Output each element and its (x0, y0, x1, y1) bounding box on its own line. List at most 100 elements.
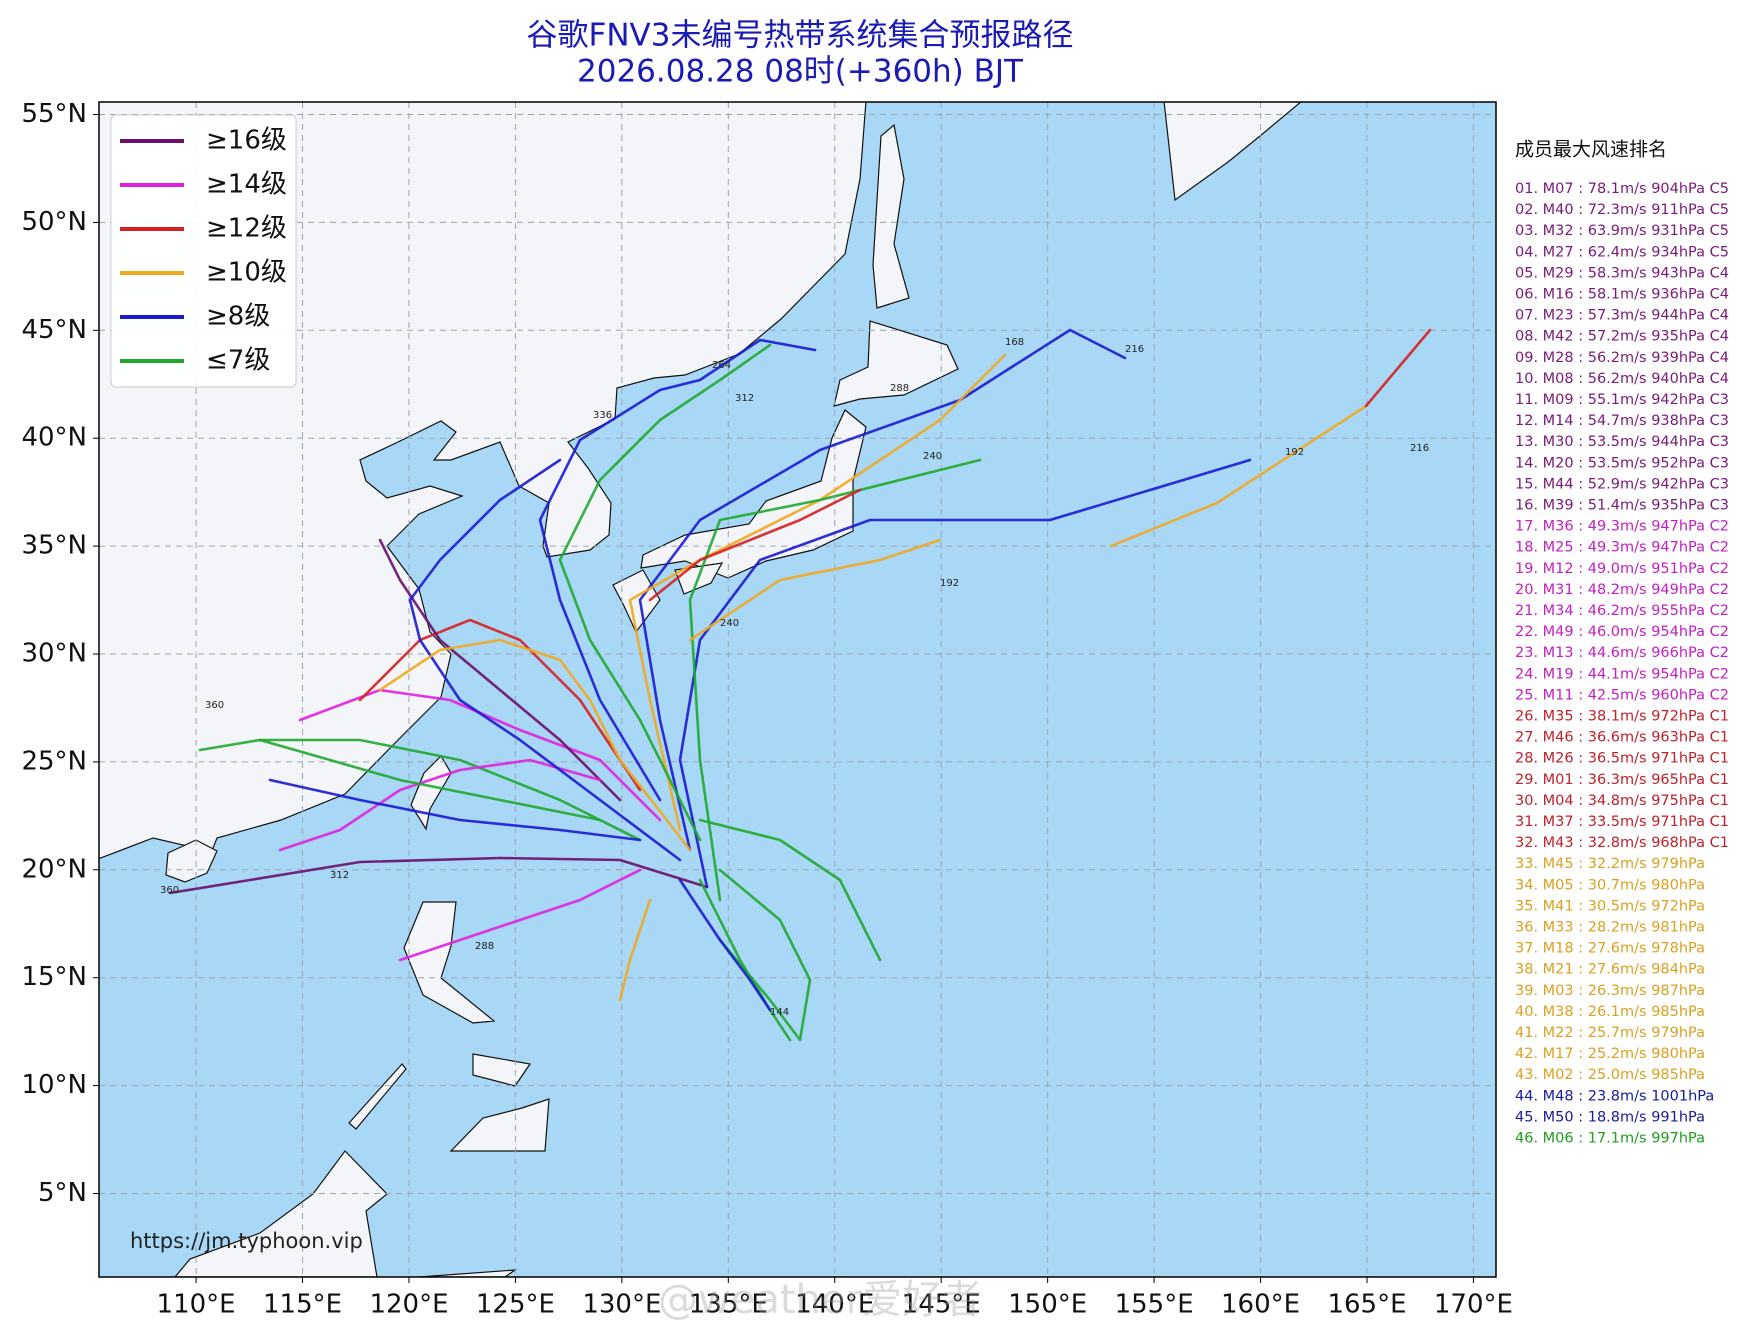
ranking-item: 04. M27 : 62.4m/s 934hPa C5 (1515, 244, 1729, 260)
track (678, 878, 772, 1012)
ranking-item: 43. M02 : 25.0m/s 985hPa (1515, 1067, 1705, 1083)
ranking-item: 34. M05 : 30.7m/s 980hPa (1515, 877, 1705, 893)
ranking-item: 20. M31 : 48.2m/s 949hPa C2 (1515, 582, 1729, 598)
track-label: 360 (205, 700, 224, 711)
track-label: 288 (890, 383, 909, 394)
ranking-item: 10. M08 : 56.2m/s 940hPa C4 (1515, 371, 1729, 387)
legend-label: ≥12级 (206, 214, 287, 244)
y-tick-label: 10°N (21, 1070, 87, 1100)
x-tick-label: 135°E (689, 1290, 768, 1320)
ranking-item: 24. M19 : 44.1m/s 954hPa C2 (1515, 666, 1729, 682)
palawan (348, 1063, 407, 1130)
ranking-item: 27. M46 : 36.6m/s 963hPa C1 (1515, 730, 1729, 746)
watermark: @weather爱好者 (658, 1277, 982, 1323)
legend-label: ≤7级 (206, 346, 270, 376)
track-label: 216 (1125, 344, 1144, 355)
sulawesi (418, 1269, 518, 1277)
track-label: 192 (1285, 447, 1304, 458)
track-label: 336 (593, 410, 612, 421)
track-label: 216 (1410, 443, 1429, 454)
y-tick-label: 50°N (21, 207, 87, 237)
y-tick-label: 25°N (21, 746, 87, 776)
x-tick-label: 110°E (157, 1290, 236, 1320)
subtitle: 2026.08.28 08时(+360h) BJT (577, 54, 1024, 90)
x-tick-label: 140°E (795, 1290, 874, 1320)
y-tick-label: 40°N (21, 423, 87, 453)
sakhalin (872, 123, 910, 309)
y-tick-label: 15°N (21, 962, 87, 992)
ranking-item: 26. M35 : 38.1m/s 972hPa C1 (1515, 709, 1729, 725)
track (538, 338, 817, 802)
track (1364, 328, 1432, 408)
track-label: 240 (720, 618, 739, 629)
ranking-item: 46. M06 : 17.1m/s 997hPa (1515, 1131, 1705, 1147)
ranking-item: 35. M41 : 30.5m/s 972hPa (1515, 898, 1705, 914)
track (698, 818, 882, 962)
map-frame (98, 101, 1497, 1278)
ranking-item: 08. M42 : 57.2m/s 935hPa C4 (1515, 329, 1729, 345)
tracks (168, 328, 1432, 1042)
ranking-item: 09. M28 : 56.2m/s 939hPa C4 (1515, 350, 1729, 366)
track (278, 758, 602, 852)
x-tick-label: 115°E (263, 1290, 342, 1320)
ranking-item: 19. M12 : 49.0m/s 951hPa C2 (1515, 561, 1729, 577)
ranking-item: 37. M18 : 27.6m/s 978hPa (1515, 941, 1705, 957)
track (378, 538, 622, 802)
track (688, 538, 942, 642)
ranking-item: 25. M11 : 42.5m/s 960hPa C2 (1515, 687, 1729, 703)
ranking-item: 22. M49 : 46.0m/s 954hPa C2 (1515, 624, 1729, 640)
track (168, 856, 709, 895)
x-tick-label: 150°E (1008, 1290, 1087, 1320)
ranking-item: 01. M07 : 78.1m/s 904hPa C5 (1515, 181, 1729, 197)
y-tick-label: 20°N (21, 854, 87, 884)
legend: ≥16级 ≥14级 ≥12级 ≥10级 ≥8级 ≤7级 (110, 114, 297, 388)
ranking-item: 38. M21 : 27.6m/s 984hPa (1515, 962, 1705, 978)
legend-label: ≥8级 (206, 302, 270, 332)
ranking-item: 29. M01 : 36.3m/s 965hPa C1 (1515, 772, 1729, 788)
x-tick-label: 170°E (1434, 1290, 1513, 1320)
track-label: 264 (712, 360, 731, 371)
track (398, 868, 642, 962)
ranking-item: 13. M30 : 53.5m/s 944hPa C3 (1515, 434, 1729, 450)
ranking-item: 42. M17 : 25.2m/s 980hPa (1515, 1046, 1705, 1062)
mindanao (449, 1098, 550, 1152)
ranking-item: 33. M45 : 32.2m/s 979hPa (1515, 856, 1705, 872)
ranking-item: 30. M04 : 34.8m/s 975hPa C1 (1515, 793, 1729, 809)
x-tick-label: 155°E (1115, 1290, 1194, 1320)
ranking-item: 41. M22 : 25.7m/s 979hPa (1515, 1025, 1705, 1041)
track (618, 898, 652, 1002)
track-label: 168 (1005, 337, 1024, 348)
track (358, 618, 642, 792)
ranking-item: 36. M33 : 28.2m/s 981hPa (1515, 920, 1705, 936)
ranking-item: 45. M50 : 18.8m/s 991hPa (1515, 1109, 1705, 1125)
track (198, 738, 642, 842)
ranking-item: 17. M36 : 49.3m/s 947hPa C2 (1515, 519, 1729, 535)
ranking-item: 16. M39 : 51.4m/s 935hPa C3 (1515, 498, 1729, 514)
ranking-item: 06. M16 : 58.1m/s 936hPa C4 (1515, 287, 1729, 303)
luzon (403, 901, 496, 1024)
ranking-list: 01. M07 : 78.1m/s 904hPa C5 02. M40 : 72.… (1515, 181, 1729, 1147)
track (408, 458, 682, 862)
ranking-item: 21. M34 : 46.2m/s 955hPa C2 (1515, 603, 1729, 619)
x-tick-label: 145°E (902, 1290, 981, 1320)
x-tick-label: 160°E (1221, 1290, 1300, 1320)
ranking-item: 12. M14 : 54.7m/s 938hPa C3 (1515, 413, 1729, 429)
track (1109, 404, 1368, 548)
borneo (174, 1150, 388, 1277)
track-label: 360 (160, 885, 179, 896)
track-label: 144 (770, 1007, 789, 1018)
track (648, 488, 862, 602)
axes: 110°E 115°E 120°E 125°E 130°E 135°E 140°E 145°E… (21, 99, 1513, 1319)
x-tick-label: 120°E (369, 1290, 448, 1320)
track (638, 328, 1127, 852)
y-tick-label: 35°N (21, 531, 87, 561)
track-label: 240 (923, 451, 942, 462)
ranking-item: 23. M13 : 44.6m/s 966hPa C2 (1515, 645, 1729, 661)
track-label: 288 (475, 941, 494, 952)
track (268, 778, 642, 842)
ranking-item: 02. M40 : 72.3m/s 911hPa C5 (1515, 202, 1729, 218)
ranking-item: 32. M43 : 32.8m/s 968hPa C1 (1515, 835, 1729, 851)
x-tick-label: 130°E (582, 1290, 661, 1320)
y-tick-label: 55°N (21, 99, 87, 129)
